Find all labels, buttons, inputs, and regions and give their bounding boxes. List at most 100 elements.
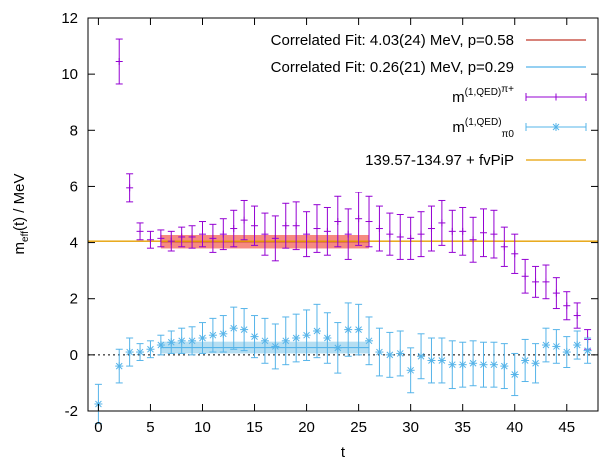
data-point	[146, 230, 154, 249]
marker-d2	[167, 338, 175, 346]
reference-lines	[88, 240, 598, 356]
data-point	[386, 212, 394, 256]
marker-d2	[115, 362, 123, 370]
marker-d2	[126, 348, 133, 356]
data-point	[511, 233, 519, 274]
legend-samples	[525, 39, 587, 161]
data-point	[126, 173, 134, 203]
marker-d2	[480, 361, 487, 369]
plot-frame	[87, 17, 599, 412]
y-axis-label-main: m	[11, 242, 28, 255]
marker-d2	[438, 357, 446, 364]
data-point	[510, 352, 519, 397]
data-point	[303, 211, 311, 258]
marker-d2	[292, 334, 300, 342]
marker-d2	[573, 341, 581, 349]
data-point	[240, 199, 248, 241]
legend-neutral-sub: π0	[502, 129, 515, 140]
marker-d2	[365, 337, 373, 345]
legend-background	[180, 26, 590, 192]
legend-charged-sup2: π+	[501, 84, 514, 95]
x-tick-label: 30	[402, 419, 419, 436]
data-point	[157, 229, 165, 248]
data-point	[552, 329, 561, 364]
data-point	[375, 205, 383, 252]
data-point	[198, 221, 206, 248]
data-point	[469, 340, 478, 387]
marker-d2	[376, 348, 383, 356]
data-point	[178, 226, 186, 248]
legend: Correlated Fit: 4.03(24) MeV, p=0.58 Cor…	[180, 26, 590, 192]
data-point	[292, 201, 300, 251]
y-tick-label: 0	[70, 347, 78, 364]
x-tick-label: 35	[454, 419, 471, 436]
y-tick-label: 10	[61, 66, 78, 83]
marker-d2	[188, 337, 196, 345]
data-point	[541, 327, 550, 363]
marker-d2	[271, 343, 279, 350]
data-point	[365, 316, 374, 366]
series-charged	[115, 38, 592, 350]
data-point	[437, 337, 446, 384]
marker-d2	[199, 334, 206, 342]
data-point	[136, 222, 144, 241]
data-point	[219, 315, 228, 353]
marker-d2	[584, 347, 591, 354]
data-point	[479, 341, 488, 388]
data-point	[438, 199, 446, 246]
data-point	[500, 226, 508, 267]
data-point	[489, 341, 498, 388]
axis-ticks: 0 5 10 15 20 25 30 35 40 45 -2 0 2 4 6 8 10 12	[61, 10, 598, 436]
marker-d2	[386, 351, 394, 359]
legend-label-fit1: Correlated Fit: 4.03(24) MeV, p=0.58	[271, 32, 514, 49]
data-point	[292, 313, 301, 363]
data-point	[271, 215, 279, 262]
y-tick-label: 6	[70, 178, 78, 195]
marker-d2	[396, 350, 404, 357]
y-axis-label: meff(t) / MeV	[11, 174, 31, 255]
data-point	[417, 211, 425, 258]
data-point	[260, 317, 269, 364]
data-point	[396, 330, 405, 377]
marker-d2	[417, 352, 425, 360]
data-point	[94, 383, 103, 425]
data-point	[573, 330, 582, 360]
data-point	[302, 309, 311, 361]
data-point	[312, 303, 321, 359]
data-point	[563, 291, 571, 321]
marker-d2	[511, 371, 519, 378]
marker-d2	[553, 343, 560, 350]
marker-d2	[334, 344, 342, 352]
data-point	[188, 225, 196, 249]
data-point	[521, 258, 529, 294]
data-point	[427, 337, 436, 384]
data-point	[480, 208, 488, 258]
data-point	[251, 205, 259, 246]
data-point	[500, 343, 509, 390]
y-tick-label: -2	[65, 403, 78, 420]
x-tick-label: 0	[94, 419, 102, 436]
data-point	[229, 306, 238, 350]
data-point	[115, 38, 123, 85]
marker-d2	[355, 326, 362, 333]
marker-d2	[542, 341, 550, 349]
data-point	[115, 348, 124, 384]
legend-sample-neutral	[525, 123, 587, 131]
data-point	[448, 340, 457, 390]
data-point	[136, 343, 145, 361]
y-axis-label-sub: eff	[20, 231, 31, 242]
x-axis-label: t	[341, 444, 346, 461]
data-point	[250, 315, 259, 359]
marker-d2	[303, 331, 310, 339]
data-point	[407, 216, 415, 260]
marker-d2	[500, 362, 508, 370]
data-point	[448, 209, 456, 253]
x-tick-label: 15	[246, 419, 263, 436]
x-tick-label: 10	[194, 419, 211, 436]
x-tick-label: 20	[298, 419, 315, 436]
data-point	[542, 264, 550, 300]
data-point	[323, 312, 332, 364]
marker-d2	[147, 345, 154, 353]
data-point	[344, 208, 352, 260]
